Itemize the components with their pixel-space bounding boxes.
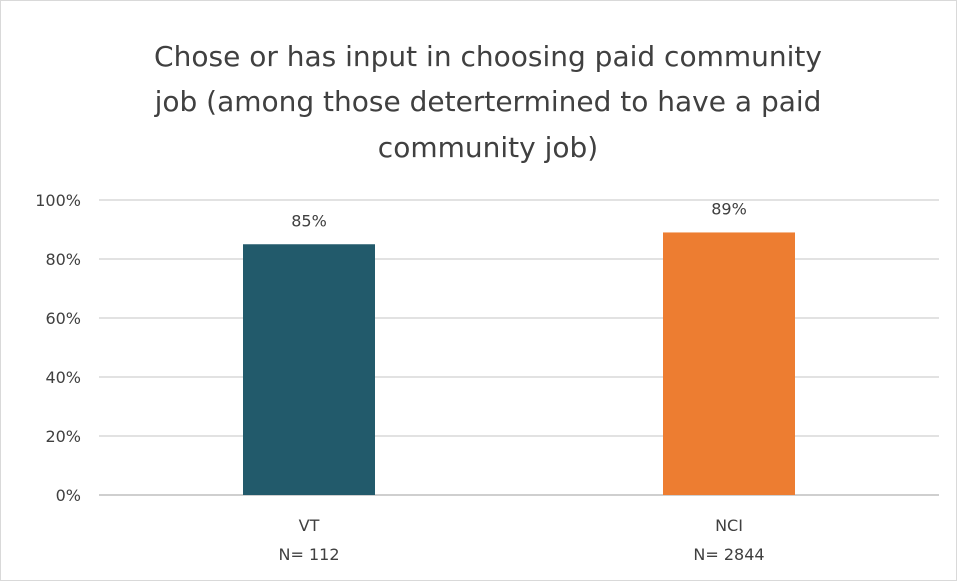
x-category-sample-size: N= 2844 [693,545,764,564]
x-category-sample-size: N= 112 [279,545,340,564]
x-axis-category-labels: VT N= 112 NCI N= 2844 [279,516,765,564]
bars [243,232,795,495]
chart-title-line-2: job (among those detertermined to have a… [154,85,822,118]
gridlines [99,199,939,496]
y-tick-label: 80% [45,250,81,269]
y-tick-label: 20% [45,427,81,446]
chart-title-line-3: community job) [378,131,598,164]
x-category-label: VT [299,516,320,535]
data-label: 89% [711,199,747,218]
y-axis-tick-labels: 0% 20% 40% 60% 80% 100% [35,191,81,505]
data-label: 85% [291,211,327,230]
bar-vt [243,244,375,495]
data-labels: 85% 89% [291,199,747,230]
x-category-label: NCI [715,516,743,535]
chart-title: Chose or has input in choosing paid comm… [154,40,822,164]
y-tick-label: 0% [56,486,81,505]
bar-nci [663,232,795,495]
y-tick-label: 40% [45,368,81,387]
y-tick-label: 100% [35,191,81,210]
y-tick-label: 60% [45,309,81,328]
chart-title-line-1: Chose or has input in choosing paid comm… [154,40,822,73]
